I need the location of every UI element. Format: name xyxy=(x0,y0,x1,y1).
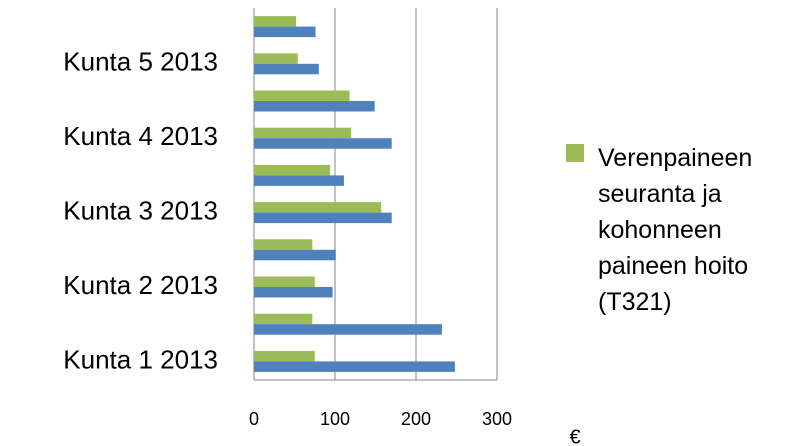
y-tick-label: Kunta 2 2013 xyxy=(63,270,218,300)
bar xyxy=(254,26,316,38)
legend-swatch xyxy=(566,144,584,162)
bar xyxy=(254,63,319,75)
bar xyxy=(254,175,344,186)
bar xyxy=(254,239,313,250)
bar xyxy=(254,313,313,325)
bar xyxy=(254,127,352,139)
bar xyxy=(254,361,455,372)
bar xyxy=(254,16,297,27)
x-tick-label: 0 xyxy=(249,409,259,429)
bar xyxy=(254,212,392,224)
bar xyxy=(254,164,331,176)
bar xyxy=(254,350,315,362)
x-tick-label: 200 xyxy=(401,409,431,429)
x-tick-label: 300 xyxy=(482,409,512,429)
x-tick-label: 100 xyxy=(320,409,350,429)
bar xyxy=(254,90,350,101)
y-tick-label: Kunta 1 2013 xyxy=(63,344,218,374)
bar xyxy=(254,276,315,287)
legend-label: Verenpaineen seuranta ja kohonneen paine… xyxy=(598,144,753,316)
bar xyxy=(254,324,442,335)
x-axis-label: € xyxy=(569,426,580,446)
bar xyxy=(254,138,392,149)
y-tick-label: Kunta 4 2013 xyxy=(63,121,218,151)
bar xyxy=(254,287,333,298)
bar xyxy=(254,202,382,213)
y-tick-label: Kunta 3 2013 xyxy=(63,195,218,225)
bar xyxy=(254,53,298,64)
bar xyxy=(254,101,375,112)
y-tick-label: Kunta 5 2013 xyxy=(63,47,218,77)
bar xyxy=(254,249,336,261)
